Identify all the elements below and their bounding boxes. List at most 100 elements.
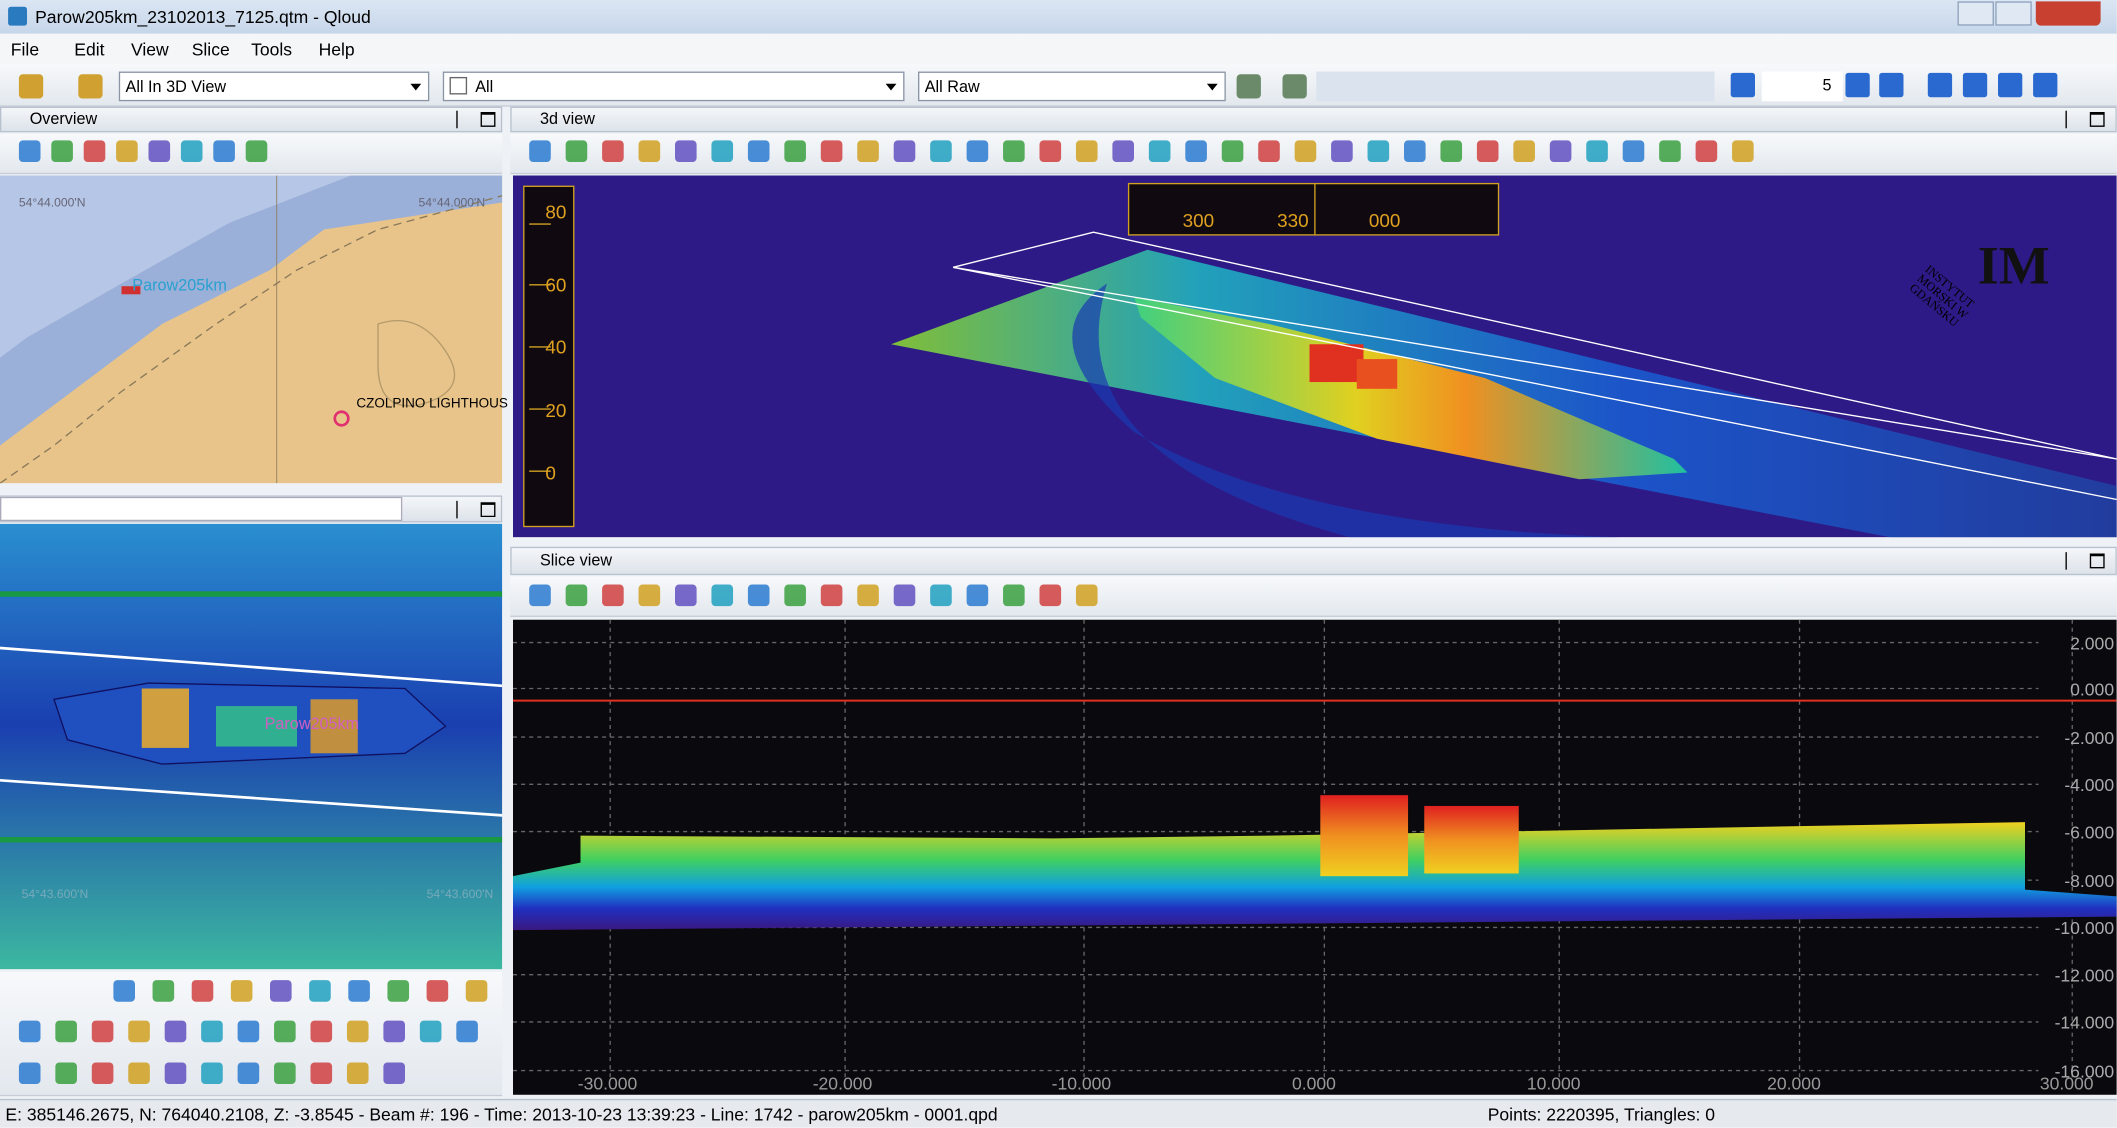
tool-button[interactable]	[116, 140, 138, 162]
tool-button[interactable]	[346, 1020, 369, 1043]
nav-button[interactable]	[1730, 72, 1755, 98]
tool-button[interactable]	[213, 140, 235, 162]
tool-button[interactable]	[51, 140, 73, 162]
tool-button[interactable]	[128, 1020, 150, 1043]
tool-button[interactable]	[820, 584, 843, 607]
tool-button[interactable]	[387, 980, 410, 1002]
tool-icon[interactable]	[78, 74, 103, 99]
tool-button[interactable]	[529, 140, 551, 162]
tool-icon[interactable]	[1236, 74, 1261, 99]
tool-button[interactable]	[1148, 140, 1171, 162]
tool-button[interactable]	[148, 140, 171, 162]
panel-maximize[interactable]	[480, 502, 496, 518]
tool-button[interactable]	[1513, 140, 1535, 162]
tool-button[interactable]	[565, 140, 588, 162]
combo-box[interactable]	[918, 71, 1226, 102]
tool-icon[interactable]	[18, 74, 44, 99]
panel-maximize[interactable]	[2089, 553, 2105, 569]
panel-restore[interactable]	[2065, 110, 2080, 129]
tool-button[interactable]	[310, 1020, 333, 1043]
tool-button[interactable]	[1112, 140, 1134, 162]
tool-button[interactable]	[201, 1062, 223, 1085]
tool-button[interactable]	[83, 140, 106, 162]
tool-button[interactable]	[565, 584, 588, 607]
tool-button[interactable]	[55, 1020, 77, 1043]
nav-button[interactable]	[1962, 72, 1988, 98]
tool-button[interactable]	[1258, 140, 1280, 162]
tool-button[interactable]	[18, 1062, 41, 1085]
tool-button[interactable]	[18, 140, 41, 162]
tool-button[interactable]	[55, 1062, 77, 1085]
tool-button[interactable]	[346, 1062, 369, 1085]
tool-button[interactable]	[1075, 584, 1098, 607]
tool-button[interactable]	[270, 980, 292, 1002]
tool-button[interactable]	[747, 584, 770, 607]
tool-button[interactable]	[602, 140, 624, 162]
menu-item[interactable]: File	[10, 39, 40, 60]
tool-button[interactable]	[1221, 140, 1244, 162]
tool-button[interactable]	[893, 140, 916, 162]
menu-item[interactable]: View	[130, 39, 169, 60]
nav-button[interactable]	[1879, 72, 1904, 98]
tool-button[interactable]	[1586, 140, 1608, 162]
tool-button[interactable]	[1549, 140, 1572, 162]
tool-button[interactable]	[675, 584, 697, 607]
tool-button[interactable]	[1039, 140, 1062, 162]
tool-button[interactable]	[164, 1062, 187, 1085]
tool-button[interactable]	[1622, 140, 1645, 162]
tool-button[interactable]	[18, 1020, 41, 1043]
tool-button[interactable]	[310, 1062, 333, 1085]
tool-button[interactable]	[784, 584, 806, 607]
panel-restore[interactable]	[2065, 552, 2080, 570]
combo-box[interactable]	[442, 71, 905, 102]
close-button[interactable]	[2035, 1, 2101, 26]
tool-button[interactable]	[91, 1020, 114, 1043]
panel-restore[interactable]	[456, 110, 470, 129]
tool-button[interactable]	[230, 980, 253, 1002]
tool-button[interactable]	[309, 980, 331, 1002]
tool-icon[interactable]	[1282, 74, 1307, 99]
tool-button[interactable]	[784, 140, 806, 162]
tool-button[interactable]	[274, 1020, 296, 1043]
tool-button[interactable]	[1003, 140, 1025, 162]
tool-button[interactable]	[857, 140, 879, 162]
tool-button[interactable]	[1039, 584, 1062, 607]
tool-button[interactable]	[237, 1020, 260, 1043]
nav-button[interactable]	[1927, 72, 1953, 98]
tool-button[interactable]	[201, 1020, 223, 1043]
menu-item[interactable]: Slice	[191, 39, 230, 60]
tool-button[interactable]	[747, 140, 770, 162]
tool-button[interactable]	[893, 584, 916, 607]
maximize-button[interactable]	[1995, 1, 2032, 26]
tool-button[interactable]	[1003, 584, 1025, 607]
tool-button[interactable]	[456, 1020, 478, 1043]
tool-button[interactable]	[383, 1062, 405, 1085]
tool-button[interactable]	[180, 140, 203, 162]
tool-button[interactable]	[426, 980, 449, 1002]
nav-button[interactable]	[2033, 72, 2058, 98]
tool-button[interactable]	[1185, 140, 1207, 162]
menu-item[interactable]: Help	[318, 39, 355, 60]
tool-button[interactable]	[1404, 140, 1426, 162]
tool-button[interactable]	[930, 140, 952, 162]
tool-button[interactable]	[1732, 140, 1754, 162]
minimize-button[interactable]	[1957, 1, 1994, 26]
tool-button[interactable]	[1440, 140, 1463, 162]
tool-button[interactable]	[1075, 140, 1098, 162]
tool-button[interactable]	[1476, 140, 1499, 162]
nav-button[interactable]	[1998, 72, 2023, 98]
panel-maximize[interactable]	[480, 112, 496, 127]
tool-button[interactable]	[638, 140, 661, 162]
panel-restore[interactable]	[456, 500, 470, 519]
tool-button[interactable]	[128, 1062, 150, 1085]
menu-item[interactable]: Tools	[251, 39, 293, 60]
tool-button[interactable]	[1294, 140, 1317, 162]
tool-button[interactable]	[383, 1020, 405, 1043]
checkbox[interactable]	[449, 76, 468, 95]
tool-button[interactable]	[465, 980, 488, 1002]
nav-button[interactable]	[1845, 72, 1870, 98]
tool-button[interactable]	[602, 584, 624, 607]
tool-button[interactable]	[164, 1020, 187, 1043]
tool-button[interactable]	[419, 1020, 442, 1043]
tool-button[interactable]	[638, 584, 661, 607]
